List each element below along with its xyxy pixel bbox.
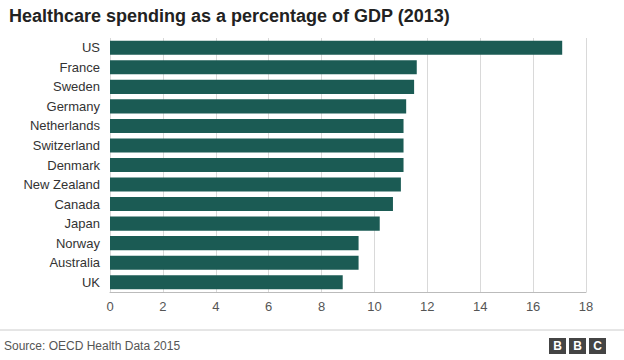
svg-text:New Zealand: New Zealand xyxy=(23,177,100,192)
svg-text:Sweden: Sweden xyxy=(53,79,100,94)
svg-text:10: 10 xyxy=(367,299,381,314)
svg-text:B: B xyxy=(573,339,582,353)
svg-text:4: 4 xyxy=(212,299,219,314)
svg-text:8: 8 xyxy=(318,299,325,314)
svg-text:Switzerland: Switzerland xyxy=(33,138,100,153)
svg-text:12: 12 xyxy=(420,299,434,314)
svg-text:Germany: Germany xyxy=(47,99,101,114)
svg-text:Denmark: Denmark xyxy=(47,158,100,173)
svg-text:Netherlands: Netherlands xyxy=(30,118,101,133)
svg-text:Source: OECD Health Data 2015: Source: OECD Health Data 2015 xyxy=(4,339,180,353)
svg-text:14: 14 xyxy=(473,299,487,314)
svg-text:UK: UK xyxy=(82,275,100,290)
svg-text:18: 18 xyxy=(579,299,593,314)
svg-text:0: 0 xyxy=(106,299,113,314)
svg-text:US: US xyxy=(82,40,100,55)
svg-text:16: 16 xyxy=(526,299,540,314)
svg-text:Japan: Japan xyxy=(65,216,100,231)
svg-text:B: B xyxy=(553,339,562,353)
svg-text:Norway: Norway xyxy=(56,236,101,251)
svg-text:Canada: Canada xyxy=(54,197,100,212)
svg-text:C: C xyxy=(593,339,602,353)
svg-text:Australia: Australia xyxy=(49,255,100,270)
svg-text:6: 6 xyxy=(265,299,272,314)
svg-text:France: France xyxy=(60,60,100,75)
svg-text:2: 2 xyxy=(159,299,166,314)
svg-text:Healthcare spending as a perce: Healthcare spending as a percentage of G… xyxy=(9,6,450,26)
